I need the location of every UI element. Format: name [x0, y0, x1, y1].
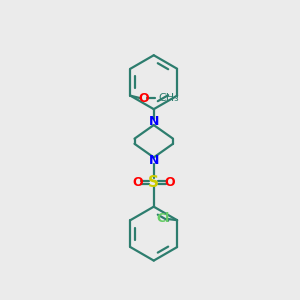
Text: Cl: Cl: [156, 212, 170, 225]
Text: O: O: [138, 92, 149, 105]
Text: O: O: [133, 176, 143, 189]
Text: N: N: [148, 154, 159, 167]
Text: S: S: [148, 175, 159, 190]
Text: CH₃: CH₃: [158, 93, 179, 103]
Text: O: O: [164, 176, 175, 189]
Text: N: N: [148, 116, 159, 128]
